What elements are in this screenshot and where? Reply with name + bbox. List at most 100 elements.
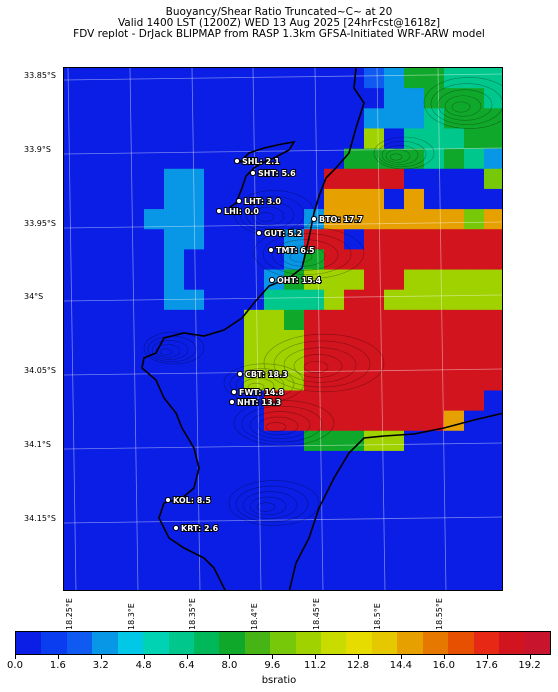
grid-cell xyxy=(284,108,305,130)
grid-cell xyxy=(224,330,245,351)
grid-cell xyxy=(284,289,305,311)
site-marker[interactable] xyxy=(230,388,238,396)
grid-cell xyxy=(344,531,365,553)
grid-cell xyxy=(324,390,345,412)
grid-cell xyxy=(84,148,105,170)
contour-line xyxy=(251,206,285,226)
grid-cell xyxy=(244,370,265,392)
colorbar-label: bsratio xyxy=(261,675,297,686)
grid-cell xyxy=(204,511,225,533)
site-marker[interactable] xyxy=(310,215,318,223)
grid-cell xyxy=(144,309,165,331)
grid-cell xyxy=(124,269,145,291)
grid-cell xyxy=(104,289,125,311)
site-marker[interactable] xyxy=(235,197,243,205)
grid-cell xyxy=(204,309,225,331)
grid-cell xyxy=(384,571,405,590)
grid-cell xyxy=(324,571,345,590)
grid-cell xyxy=(164,309,185,331)
grid-cell xyxy=(64,350,85,371)
bsratio-map[interactable]: SHL: 2.1 SHT: 5.6 LHT: 3.0 LHI: 0.0 BTO: 17.… xyxy=(63,67,503,591)
grid-cell xyxy=(104,531,125,553)
grid-cell xyxy=(124,148,145,170)
site-marker[interactable] xyxy=(249,169,257,177)
latitude-line xyxy=(64,221,502,229)
grid-cell xyxy=(464,471,485,492)
latitude-line xyxy=(64,516,502,524)
latitude-label: 34.05°S xyxy=(24,366,56,375)
grid-cell xyxy=(264,108,285,130)
grid-cell xyxy=(364,571,385,590)
grid-cell xyxy=(84,209,105,230)
site-marker[interactable] xyxy=(255,229,263,237)
grid-cell xyxy=(84,249,105,271)
grid-cell xyxy=(464,410,485,432)
grid-cell xyxy=(424,390,445,412)
grid-cell xyxy=(224,289,245,311)
grid-cell xyxy=(64,450,85,472)
grid-cell xyxy=(84,188,105,210)
grid-cell xyxy=(404,330,425,351)
grid-cell xyxy=(124,531,145,553)
site-marker[interactable] xyxy=(172,524,180,532)
grid-cell xyxy=(284,229,305,250)
title-line-1: Buoyancy/Shear Ratio Truncated~C~ at 20 xyxy=(165,6,393,18)
site-marker[interactable] xyxy=(233,157,241,165)
grid-cell xyxy=(424,511,445,533)
grid-cell xyxy=(464,148,485,170)
site-marker[interactable] xyxy=(268,276,276,284)
coastline-segment xyxy=(288,412,502,590)
grid-cell xyxy=(384,309,405,331)
grid-cell xyxy=(384,450,405,472)
grid-cell xyxy=(304,168,325,190)
grid-cell xyxy=(424,209,445,230)
grid-cell xyxy=(244,128,265,150)
grid-cell xyxy=(84,108,105,130)
colorbar-swatch xyxy=(219,632,245,654)
grid-cell xyxy=(224,88,245,109)
grid-cell xyxy=(164,330,185,351)
grid-cell xyxy=(484,269,502,291)
grid-cell xyxy=(64,168,85,190)
grid-cell xyxy=(464,491,485,512)
longitude-label: 18.35°E xyxy=(188,598,197,630)
grid-cell xyxy=(424,269,445,291)
grid-cell xyxy=(184,370,205,392)
grid-cell xyxy=(364,370,385,392)
colorbar-tick-mark xyxy=(100,655,102,659)
grid-cell xyxy=(324,209,345,230)
contour-line xyxy=(159,348,173,356)
grid-cell xyxy=(404,370,425,392)
site-marker[interactable] xyxy=(228,398,236,406)
grid-cell xyxy=(164,571,185,590)
site-marker[interactable] xyxy=(215,207,223,215)
grid-cell xyxy=(264,430,285,452)
grid-cell xyxy=(84,410,105,432)
grid-cell xyxy=(404,269,425,291)
grid-cell xyxy=(184,450,205,472)
site-marker[interactable] xyxy=(164,496,172,504)
grid-cell xyxy=(404,309,425,331)
grid-cell xyxy=(284,471,305,492)
colorbar xyxy=(15,631,551,655)
grid-cell xyxy=(304,269,325,291)
site-marker[interactable] xyxy=(236,370,244,378)
grid-cell xyxy=(324,309,345,331)
grid-cell xyxy=(124,410,145,432)
grid-cell xyxy=(164,269,185,291)
grid-cell xyxy=(244,249,265,271)
site-marker[interactable] xyxy=(267,246,275,254)
grid-cell xyxy=(444,249,465,271)
grid-cell xyxy=(124,229,145,250)
grid-cell xyxy=(384,390,405,412)
grid-cell xyxy=(364,390,385,412)
grid-cell xyxy=(324,350,345,371)
site-label: SHT: 5.6 xyxy=(258,169,296,178)
grid-cell xyxy=(444,450,465,472)
grid-cell xyxy=(144,450,165,472)
grid-cell xyxy=(164,229,185,250)
grid-cell xyxy=(404,68,425,89)
grid-cell xyxy=(244,471,265,492)
grid-cell xyxy=(344,390,365,412)
